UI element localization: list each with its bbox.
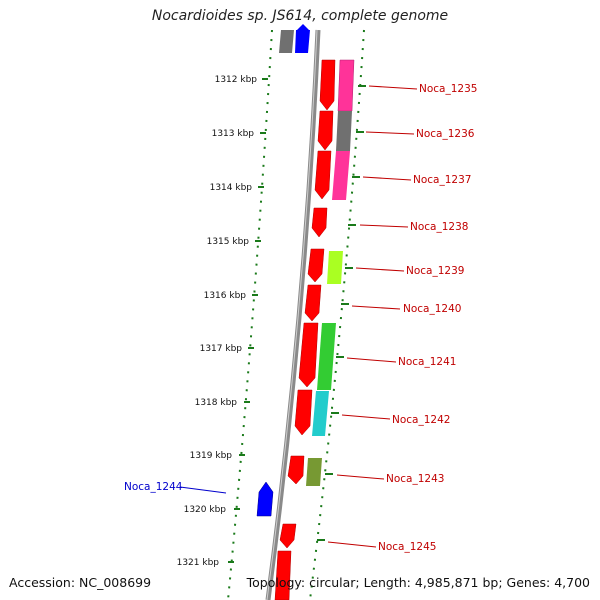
gene-arrow-1241 xyxy=(298,322,319,388)
gene-label-noca-1244[interactable]: Noca_1244 xyxy=(124,481,183,493)
gene-label-noca-1245[interactable]: Noca_1245 xyxy=(378,541,436,553)
outer-dotted-ring-left xyxy=(227,29,273,600)
gene-label-noca-1241[interactable]: Noca_1241 xyxy=(398,356,456,368)
gene-tick-marks xyxy=(317,85,366,541)
cog-box-lime-1239 xyxy=(327,251,343,284)
gene-arrow-1238 xyxy=(311,207,328,238)
gene-label-noca-1236[interactable]: Noca_1236 xyxy=(416,128,475,140)
gene-arrow-1242 xyxy=(294,389,313,436)
gene-label-noca-1242[interactable]: Noca_1242 xyxy=(392,414,450,426)
kbp-label-1315: 1315 kbp xyxy=(207,237,250,247)
gene-label-noca-1237[interactable]: Noca_1237 xyxy=(413,174,471,186)
kbp-label-1317: 1317 kbp xyxy=(200,344,243,354)
gene-labels: Noca_1235 Noca_1236 Noca_1237 Noca_1238 … xyxy=(124,83,477,553)
cog-box-magenta-1237 xyxy=(332,151,350,200)
kbp-label-1321: 1321 kbp xyxy=(177,558,220,568)
kbp-label-1314: 1314 kbp xyxy=(210,183,253,193)
genome-backbone xyxy=(265,29,321,600)
gene-arrows xyxy=(256,24,336,600)
gene-arrow-top-blue-head xyxy=(297,24,309,30)
gene-arrow-1245 xyxy=(279,523,297,549)
kbp-label-1316: 1316 kbp xyxy=(204,291,247,301)
cog-box-gray-1236 xyxy=(336,111,352,151)
accession-text: Accession: NC_008699 xyxy=(9,575,152,590)
gene-label-noca-1238[interactable]: Noca_1238 xyxy=(410,221,468,233)
kbp-tick-marks xyxy=(228,78,268,563)
kbp-labels: 1312 kbp 1313 kbp 1314 kbp 1315 kbp 1316… xyxy=(177,75,258,568)
gene-label-noca-1240[interactable]: Noca_1240 xyxy=(403,303,461,315)
gene-arrow-1235 xyxy=(319,59,336,111)
label-leader-lines xyxy=(179,85,418,548)
gene-label-noca-1243[interactable]: Noca_1243 xyxy=(386,473,444,485)
gene-arrow-1240 xyxy=(304,284,322,322)
outer-dotted-ring-right xyxy=(309,29,365,600)
kbp-label-1318: 1318 kbp xyxy=(195,398,238,408)
kbp-label-1313: 1313 kbp xyxy=(212,129,255,139)
gene-arrow-top-blue xyxy=(295,30,310,53)
gene-label-noca-1239[interactable]: Noca_1239 xyxy=(406,265,464,277)
kbp-label-1319: 1319 kbp xyxy=(190,451,233,461)
cog-box-green-1241 xyxy=(317,323,336,390)
cog-category-boxes xyxy=(279,30,355,486)
gene-arrow-bottom xyxy=(274,550,292,600)
gene-arrow-1243 xyxy=(287,455,305,485)
topology-text: Topology: circular; Length: 4,985,871 bp… xyxy=(246,575,590,590)
gene-arrow-1236 xyxy=(317,110,334,151)
gene-label-noca-1235[interactable]: Noca_1235 xyxy=(419,83,477,95)
cog-box-magenta-1235 xyxy=(337,59,355,112)
gene-arrow-1239 xyxy=(307,248,325,283)
map-title: Nocardioides sp. JS614, complete genome xyxy=(151,8,449,24)
genome-backbone-highlight xyxy=(266,29,318,600)
kbp-label-1312: 1312 kbp xyxy=(215,75,258,85)
gene-arrow-1237 xyxy=(314,150,332,200)
cog-box-olive-1243 xyxy=(306,458,322,486)
cog-box-cyan-1242 xyxy=(312,391,329,436)
cog-box-gray-top xyxy=(279,30,294,53)
kbp-label-1320: 1320 kbp xyxy=(184,505,227,515)
gene-arrow-1244 xyxy=(256,481,274,517)
